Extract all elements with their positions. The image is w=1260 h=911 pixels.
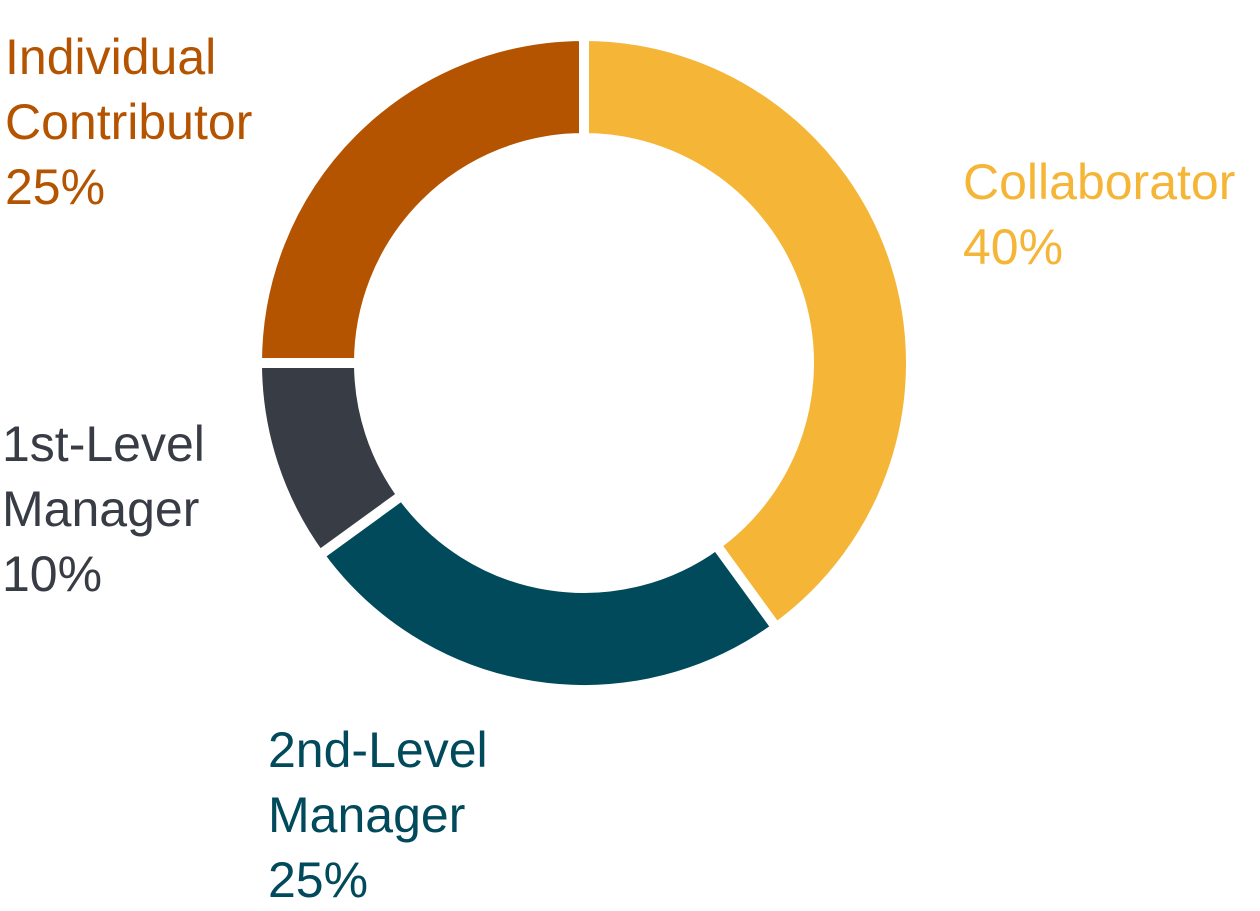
segment-label: Collaborator 40% xyxy=(963,150,1260,280)
category-label: Individual Contributor xyxy=(5,29,253,150)
donut-segment xyxy=(251,30,589,368)
segment-label: Individual Contributor 25% xyxy=(5,25,295,220)
segment-label: 2nd-Level Manager 25% xyxy=(268,718,528,911)
segment-label: 1st-Level Manager 10% xyxy=(2,412,232,607)
category-label: Collaborator xyxy=(963,154,1236,210)
value-label: 25% xyxy=(5,159,106,215)
value-label: 40% xyxy=(963,219,1064,275)
category-label: 1st-Level Manager xyxy=(2,416,205,537)
donut-segment xyxy=(579,30,916,635)
donut-segment xyxy=(312,488,784,695)
value-label: 10% xyxy=(2,546,103,602)
category-label: 2nd-Level Manager xyxy=(268,722,488,843)
value-label: 25% xyxy=(268,852,369,908)
